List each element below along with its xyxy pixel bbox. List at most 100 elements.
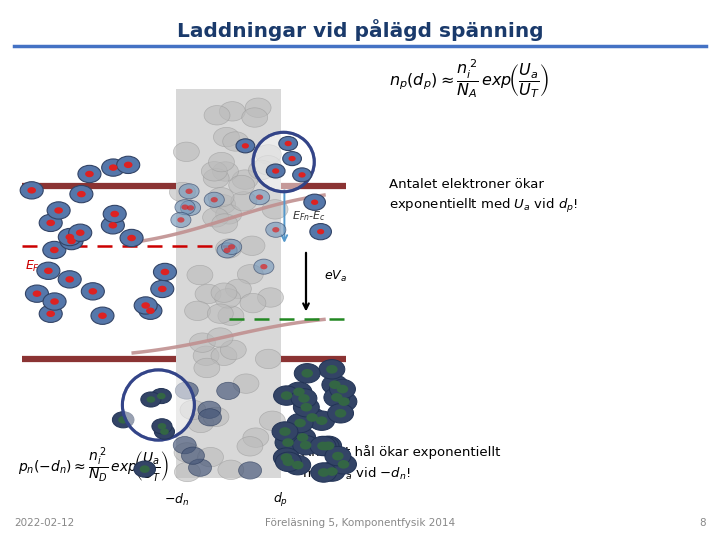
Circle shape xyxy=(220,102,246,121)
Circle shape xyxy=(158,423,166,429)
Circle shape xyxy=(317,229,324,234)
Circle shape xyxy=(337,385,348,394)
Circle shape xyxy=(120,230,143,247)
Circle shape xyxy=(169,183,195,202)
Circle shape xyxy=(154,424,174,439)
Circle shape xyxy=(272,168,279,174)
Circle shape xyxy=(256,194,264,200)
Text: $E_{Fn}$: $E_{Fn}$ xyxy=(25,259,45,274)
Circle shape xyxy=(195,284,221,303)
Circle shape xyxy=(236,139,255,153)
Circle shape xyxy=(258,288,284,307)
Circle shape xyxy=(324,388,350,407)
Circle shape xyxy=(67,238,76,244)
Circle shape xyxy=(289,428,315,447)
Circle shape xyxy=(216,205,242,224)
Circle shape xyxy=(58,228,81,246)
Circle shape xyxy=(102,159,125,176)
Circle shape xyxy=(335,409,346,417)
Circle shape xyxy=(202,161,228,181)
Circle shape xyxy=(332,452,343,461)
Circle shape xyxy=(117,156,140,173)
Circle shape xyxy=(118,416,128,423)
Circle shape xyxy=(294,418,306,427)
Circle shape xyxy=(189,333,215,353)
Circle shape xyxy=(246,98,271,118)
Circle shape xyxy=(315,436,341,456)
Circle shape xyxy=(58,271,81,288)
Circle shape xyxy=(302,369,313,377)
Circle shape xyxy=(325,447,351,466)
Circle shape xyxy=(274,386,300,406)
Circle shape xyxy=(229,176,255,195)
Circle shape xyxy=(331,393,343,402)
Circle shape xyxy=(134,461,156,477)
Circle shape xyxy=(91,307,114,325)
Circle shape xyxy=(225,279,251,299)
Circle shape xyxy=(287,413,313,433)
Circle shape xyxy=(283,152,302,166)
Circle shape xyxy=(279,427,291,436)
Ellipse shape xyxy=(253,132,315,192)
Circle shape xyxy=(304,194,325,211)
Circle shape xyxy=(209,152,235,172)
Circle shape xyxy=(188,413,214,433)
Circle shape xyxy=(134,297,157,314)
Circle shape xyxy=(204,105,230,125)
Circle shape xyxy=(98,313,107,319)
Circle shape xyxy=(330,380,356,399)
Circle shape xyxy=(276,452,302,471)
Circle shape xyxy=(152,418,172,434)
Circle shape xyxy=(208,187,234,207)
Circle shape xyxy=(248,160,274,180)
Circle shape xyxy=(211,197,218,202)
Circle shape xyxy=(300,403,312,411)
Circle shape xyxy=(284,141,292,146)
Circle shape xyxy=(147,396,156,403)
Circle shape xyxy=(181,200,201,215)
Circle shape xyxy=(231,192,257,211)
Circle shape xyxy=(281,453,292,462)
Circle shape xyxy=(338,460,349,469)
Circle shape xyxy=(174,443,200,462)
Circle shape xyxy=(318,468,330,477)
Circle shape xyxy=(285,455,311,475)
Circle shape xyxy=(181,447,204,464)
Circle shape xyxy=(218,460,244,480)
Circle shape xyxy=(50,298,59,305)
Text: $-d_n$: $-d_n$ xyxy=(163,491,189,508)
Circle shape xyxy=(310,224,331,240)
Circle shape xyxy=(213,127,239,147)
Circle shape xyxy=(112,411,134,428)
Circle shape xyxy=(204,192,225,207)
Circle shape xyxy=(175,200,195,215)
Circle shape xyxy=(279,137,297,151)
Circle shape xyxy=(242,108,268,127)
Circle shape xyxy=(180,400,206,420)
Circle shape xyxy=(272,422,298,441)
Circle shape xyxy=(181,205,189,210)
Circle shape xyxy=(311,200,318,205)
Circle shape xyxy=(215,239,241,258)
Circle shape xyxy=(157,393,166,399)
Circle shape xyxy=(46,220,55,226)
Circle shape xyxy=(171,212,191,227)
Circle shape xyxy=(44,267,53,274)
Circle shape xyxy=(289,156,296,161)
Circle shape xyxy=(102,217,125,234)
Circle shape xyxy=(309,411,335,430)
Circle shape xyxy=(316,416,328,425)
Circle shape xyxy=(203,407,229,427)
Circle shape xyxy=(207,328,233,347)
Circle shape xyxy=(256,145,282,164)
Circle shape xyxy=(211,346,237,366)
Circle shape xyxy=(210,194,235,214)
Circle shape xyxy=(256,349,282,369)
Circle shape xyxy=(179,184,199,199)
Circle shape xyxy=(109,164,117,171)
Circle shape xyxy=(292,461,304,469)
Circle shape xyxy=(260,264,267,269)
Circle shape xyxy=(187,265,213,285)
Circle shape xyxy=(78,165,101,183)
Circle shape xyxy=(211,283,237,302)
